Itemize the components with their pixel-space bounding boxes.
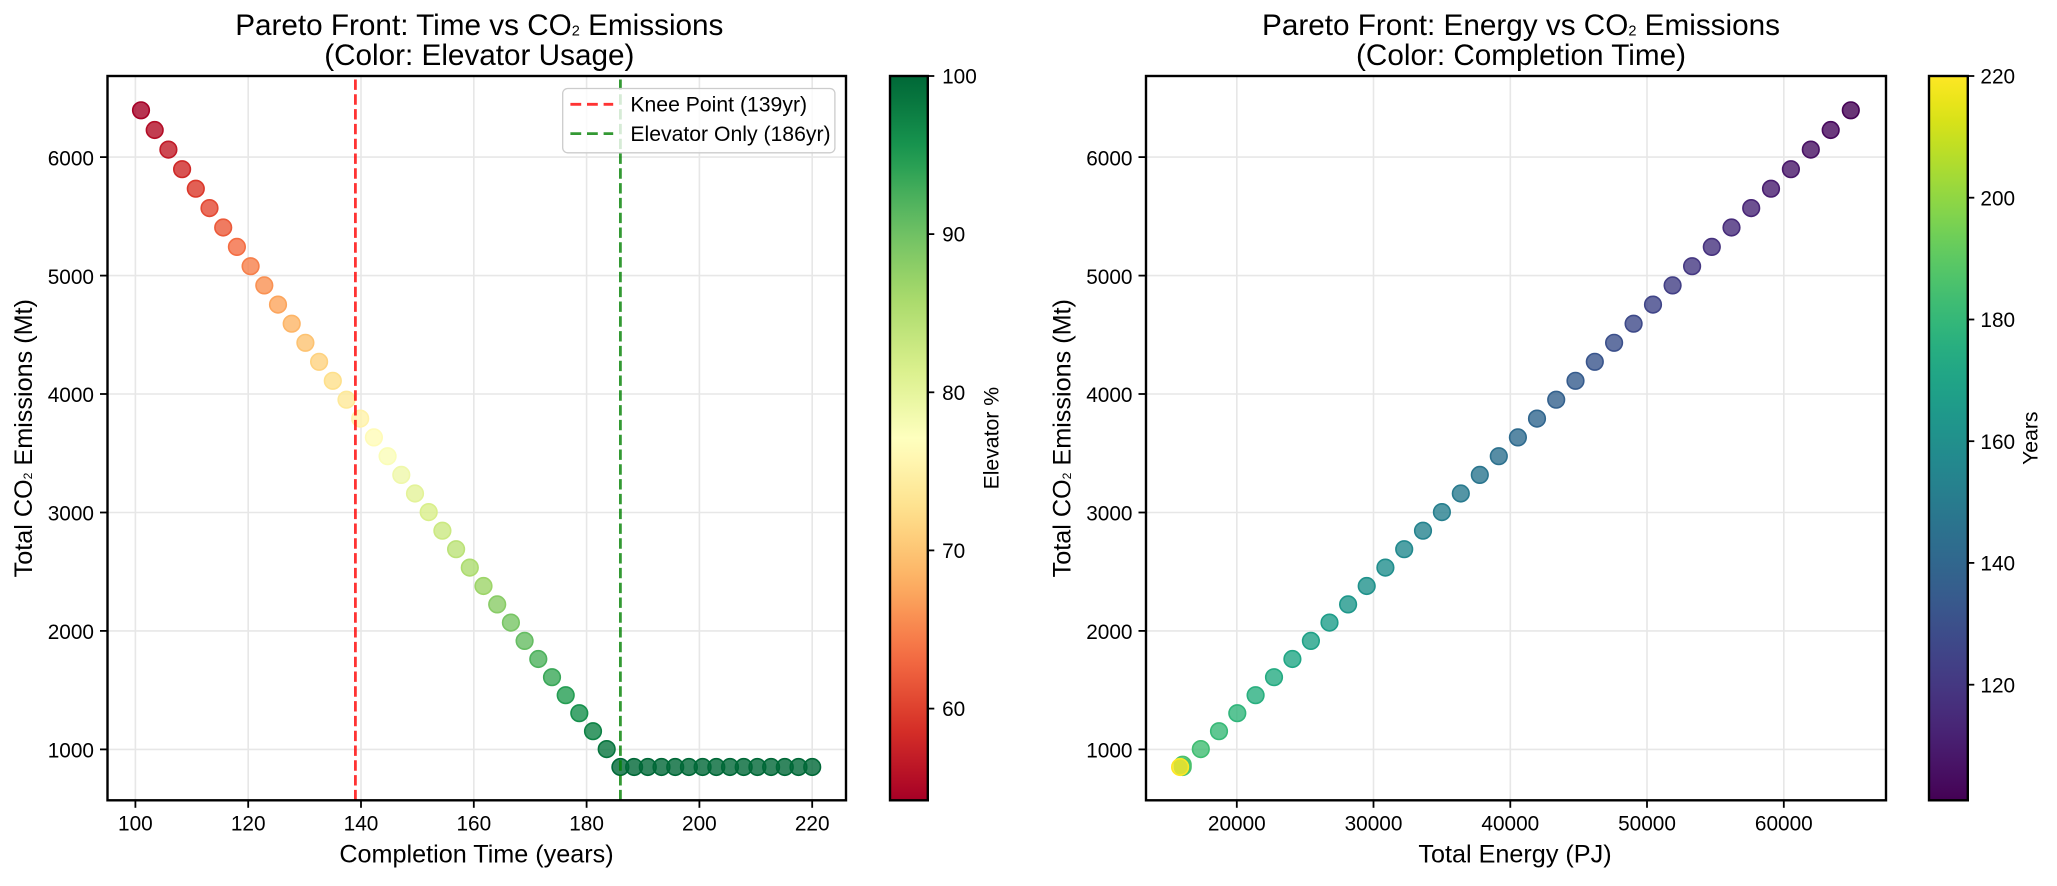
svg-text:4000: 4000 bbox=[1086, 384, 1132, 407]
svg-text:100: 100 bbox=[942, 66, 977, 89]
svg-text:160: 160 bbox=[456, 813, 491, 836]
svg-text:160: 160 bbox=[1980, 431, 2015, 454]
svg-text:2000: 2000 bbox=[48, 621, 94, 644]
svg-text:Years: Years bbox=[2020, 411, 2043, 464]
svg-text:20000: 20000 bbox=[1208, 813, 1266, 836]
svg-text:120: 120 bbox=[231, 813, 266, 836]
svg-text:80: 80 bbox=[942, 382, 965, 405]
svg-text:(Color: Elevator Usage): (Color: Elevator Usage) bbox=[324, 39, 634, 72]
svg-text:Total CO2 Emissions (Mt): Total CO2 Emissions (Mt) bbox=[10, 299, 38, 577]
svg-text:Completion Time (years): Completion Time (years) bbox=[339, 841, 613, 869]
svg-text:60: 60 bbox=[942, 698, 965, 721]
svg-text:3000: 3000 bbox=[1086, 503, 1132, 526]
svg-text:180: 180 bbox=[569, 813, 604, 836]
svg-text:200: 200 bbox=[1980, 187, 2015, 210]
svg-text:5000: 5000 bbox=[48, 266, 94, 289]
svg-text:50000: 50000 bbox=[1618, 813, 1676, 836]
svg-text:1000: 1000 bbox=[48, 740, 94, 763]
svg-text:220: 220 bbox=[795, 813, 830, 836]
svg-text:200: 200 bbox=[682, 813, 717, 836]
svg-text:Elevator %: Elevator % bbox=[981, 387, 1004, 490]
svg-text:180: 180 bbox=[1980, 309, 2015, 332]
svg-text:4000: 4000 bbox=[48, 384, 94, 407]
svg-text:140: 140 bbox=[1980, 553, 2015, 576]
svg-text:6000: 6000 bbox=[48, 147, 94, 170]
svg-text:2000: 2000 bbox=[1086, 621, 1132, 644]
svg-text:1000: 1000 bbox=[1086, 740, 1132, 763]
svg-text:3000: 3000 bbox=[48, 503, 94, 526]
svg-text:Pareto Front: Energy vs CO2 Em: Pareto Front: Energy vs CO2 Emissions bbox=[1262, 9, 1780, 42]
svg-text:220: 220 bbox=[1980, 66, 2015, 89]
svg-text:Total CO2 Emissions (Mt): Total CO2 Emissions (Mt) bbox=[1049, 299, 1077, 577]
svg-text:Pareto Front: Time vs CO2 Emis: Pareto Front: Time vs CO2 Emissions bbox=[235, 9, 723, 42]
svg-text:100: 100 bbox=[118, 813, 153, 836]
svg-text:30000: 30000 bbox=[1345, 813, 1403, 836]
svg-text:(Color: Completion Time): (Color: Completion Time) bbox=[1356, 39, 1686, 72]
svg-text:70: 70 bbox=[942, 540, 965, 563]
svg-text:90: 90 bbox=[942, 224, 965, 247]
svg-text:120: 120 bbox=[1980, 674, 2015, 697]
svg-text:40000: 40000 bbox=[1481, 813, 1539, 836]
svg-text:60000: 60000 bbox=[1755, 813, 1813, 836]
svg-text:Total Energy (PJ): Total Energy (PJ) bbox=[1418, 841, 1611, 869]
svg-text:140: 140 bbox=[344, 813, 379, 836]
svg-text:5000: 5000 bbox=[1086, 266, 1132, 289]
svg-text:6000: 6000 bbox=[1086, 147, 1132, 170]
svg-text:Elevator Only (186yr): Elevator Only (186yr) bbox=[630, 123, 830, 146]
svg-text:Knee Point (139yr): Knee Point (139yr) bbox=[630, 93, 807, 116]
